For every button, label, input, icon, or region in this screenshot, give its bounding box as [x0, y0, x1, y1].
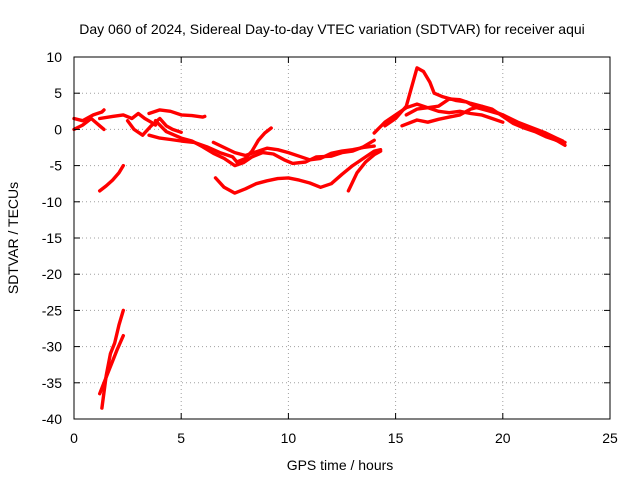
- x-tick-label: 10: [281, 430, 297, 446]
- series-line-track-8: [147, 126, 273, 164]
- series-line-track-6: [97, 111, 158, 127]
- y-axis-label: SDTVAR / TECUs: [5, 182, 21, 294]
- tick-marks: [73, 56, 611, 420]
- plot-series: [72, 66, 567, 410]
- series-line-track-5: [97, 334, 126, 396]
- chart-title: Day 060 of 2024, Sidereal Day-to-day VTE…: [79, 21, 585, 37]
- x-tick-label: 20: [495, 430, 511, 446]
- y-tick-label: -20: [42, 266, 62, 282]
- x-tick-label: 0: [70, 430, 78, 446]
- y-tick-labels: 10 5 0 -5 -10 -15 -20 -25 -30 -35 -40: [42, 49, 62, 427]
- y-tick-label: -15: [42, 230, 62, 246]
- y-tick-label: -35: [42, 375, 62, 391]
- y-tick-label: 10: [46, 49, 62, 65]
- series-line-track-17: [404, 105, 505, 124]
- y-tick-label: -10: [42, 194, 62, 210]
- y-tick-label: -40: [42, 411, 62, 427]
- x-tick-labels: 0 5 10 15 20 25: [70, 430, 618, 446]
- y-tick-label: -5: [50, 158, 63, 174]
- x-tick-label: 25: [602, 430, 618, 446]
- series-line-track-12: [213, 147, 383, 195]
- series-line-track-13: [346, 149, 383, 193]
- series-line-track-11: [211, 140, 376, 162]
- y-tick-label: 0: [54, 121, 62, 137]
- y-tick-label: -25: [42, 302, 62, 318]
- series-line-track-9: [147, 108, 207, 119]
- series-line-track-16: [400, 104, 567, 148]
- y-tick-label: 5: [54, 85, 62, 101]
- series-line-track-3: [97, 163, 126, 193]
- series-line-track-1: [72, 108, 106, 123]
- x-tick-label: 15: [388, 430, 404, 446]
- x-tick-label: 5: [177, 430, 185, 446]
- series-line-track-15: [383, 66, 565, 143]
- series-line-track-10: [153, 118, 376, 168]
- x-axis-label: GPS time / hours: [287, 457, 394, 473]
- y-tick-label: -30: [42, 339, 62, 355]
- series-line-track-2: [72, 116, 106, 132]
